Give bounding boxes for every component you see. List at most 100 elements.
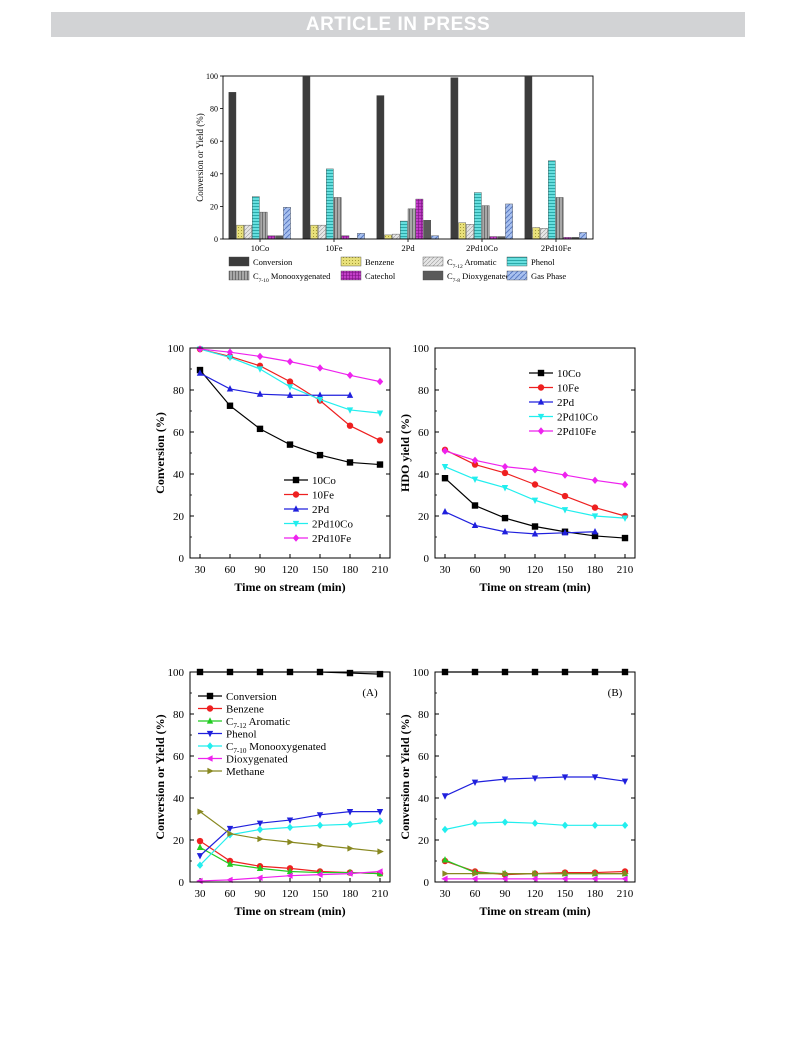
bar [283, 207, 291, 240]
y-tick-label: 40 [173, 469, 185, 481]
x-tick-label: 120 [282, 888, 299, 900]
x-tick-label: 90 [500, 564, 512, 576]
data-point [206, 730, 214, 738]
data-point [501, 469, 509, 477]
data-point [316, 451, 324, 459]
data-point [471, 456, 479, 465]
data-point [561, 507, 569, 514]
x-tick-label: 150 [557, 564, 574, 576]
bar [474, 192, 482, 240]
y-tick-label: 100 [206, 72, 218, 81]
y-tick-label: 0 [424, 553, 430, 565]
data-point [287, 838, 294, 846]
bar [407, 208, 416, 240]
data-point [227, 830, 234, 837]
plot-frame [189, 347, 391, 559]
data-point [591, 513, 599, 520]
data-point [621, 875, 628, 883]
data-point [286, 823, 294, 832]
category-label: 2Pd [401, 243, 415, 253]
x-tick-label: 60 [225, 888, 237, 900]
y-tick-label: 60 [418, 751, 430, 763]
legend-label: 10Co [312, 475, 336, 487]
data-point [376, 410, 384, 417]
data-point [537, 384, 545, 391]
data-point [292, 520, 300, 528]
x-tick-label: 210 [372, 888, 389, 900]
x-tick-label: 180 [342, 564, 359, 576]
legend-swatch [340, 256, 362, 267]
data-point [532, 870, 539, 877]
bar [579, 232, 587, 240]
y-tick-label: 20 [418, 511, 430, 523]
x-tick-label: 120 [527, 888, 544, 900]
data-point [256, 352, 264, 361]
legend-swatch [228, 270, 250, 281]
data-point [537, 398, 545, 405]
data-point [196, 369, 204, 376]
y-tick-label: 80 [173, 709, 185, 721]
data-point [196, 853, 204, 860]
legend-swatch [340, 270, 362, 281]
y-tick-label: 60 [173, 427, 185, 439]
legend-swatch [228, 256, 250, 267]
x-tick-label: 210 [617, 564, 634, 576]
legend-label: 10Co [557, 368, 581, 380]
data-point [472, 870, 479, 877]
bar [540, 228, 548, 240]
data-point [562, 870, 569, 877]
legend-label: 10Fe [557, 383, 579, 395]
data-point [376, 817, 384, 825]
data-point [621, 480, 629, 489]
bar [555, 197, 564, 240]
data-point [621, 778, 629, 785]
data-point [196, 837, 204, 845]
bar [423, 220, 432, 240]
y-tick-label: 40 [210, 170, 218, 179]
x-tick-label: 150 [312, 564, 329, 576]
legend-label: Conversion [226, 691, 277, 703]
data-point [441, 475, 449, 482]
bar [244, 224, 252, 240]
data-point [537, 369, 545, 377]
bar [524, 76, 533, 240]
y-axis-label: HDO yield (%) [398, 414, 412, 492]
series-line [199, 372, 350, 396]
data-point [316, 364, 324, 372]
plot-frame [189, 671, 391, 883]
data-point [592, 870, 599, 877]
data-point [206, 755, 213, 762]
data-point [591, 532, 599, 540]
legend-label: 2Pd10Co [557, 412, 598, 424]
data-point [206, 717, 214, 724]
data-point [376, 868, 383, 875]
bar [275, 235, 283, 240]
bar [450, 77, 459, 240]
banner-text: ARTICLE IN PRESS [305, 13, 491, 35]
data-point [501, 462, 509, 471]
data-point [286, 441, 294, 448]
data-point [257, 835, 264, 843]
y-tick-label: 60 [418, 427, 430, 439]
y-tick-label: 40 [173, 793, 185, 805]
data-point [256, 864, 264, 871]
bar [318, 224, 326, 240]
data-point [441, 875, 448, 883]
data-point [441, 856, 449, 863]
plot-frame [222, 75, 594, 240]
x-tick-label: 30 [440, 564, 452, 576]
data-point [537, 427, 545, 435]
data-point [206, 705, 214, 712]
y-tick-label: 20 [418, 835, 430, 847]
legend-label: Dioxygenated [226, 754, 288, 766]
bar [236, 224, 244, 240]
x-tick-label: 30 [195, 564, 207, 576]
legend-swatch [506, 256, 528, 267]
x-axis-label: Time on stream (min) [234, 580, 345, 594]
legend-label: 10Fe [312, 490, 334, 502]
legend-label: C7-8 Dioxygenated [447, 271, 511, 284]
data-point [256, 825, 264, 834]
data-point [316, 396, 324, 404]
data-point [347, 845, 354, 852]
data-point [537, 413, 545, 421]
